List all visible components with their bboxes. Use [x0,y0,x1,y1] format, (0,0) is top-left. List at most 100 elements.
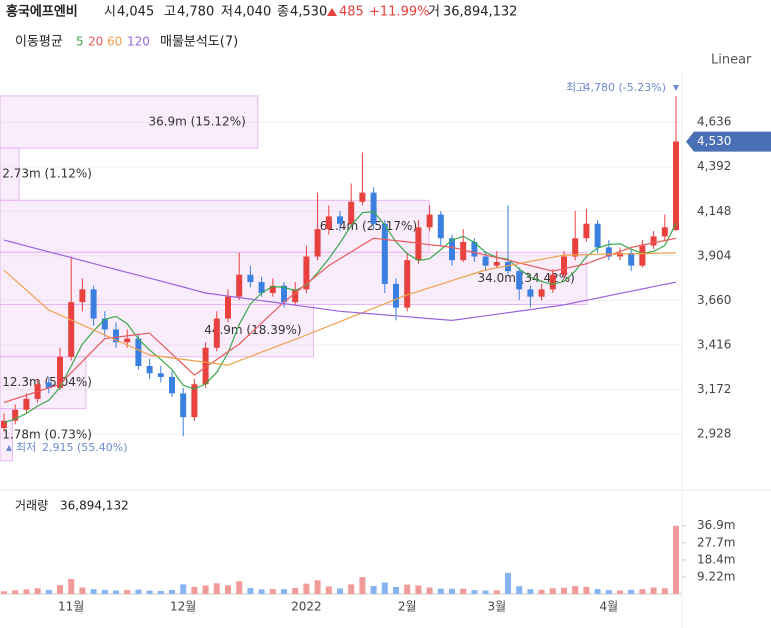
volume-bar [650,587,657,594]
volume-bar [359,577,366,594]
x-tick-label: 3월 [487,600,506,614]
candle-body [325,216,332,230]
volume-total: 36,894,132 [60,499,129,513]
volume-bar [269,589,276,594]
low-value: 4,040 [234,5,271,20]
close-label: 종 [277,5,289,20]
volume-bar [124,590,131,594]
candle-body [594,223,601,248]
change-percent: +11.99% [369,5,429,20]
stock-name: 흥국에프엔비 [6,4,78,20]
candle-body [258,282,265,294]
x-tick-label: 11월 [58,600,84,614]
y-tick-label: 2,928 [697,426,731,440]
volume-bar [57,585,63,594]
candle-body [437,214,444,239]
legend-entry: 20 [88,35,103,49]
profile-band [0,304,315,358]
volume-bar [415,585,422,594]
profile-band [0,199,430,253]
open-label: 시 [104,5,116,20]
volume-bar [594,589,601,594]
candle-body [516,271,523,290]
candle-body [269,285,276,294]
candle-body [314,229,321,257]
volume-bar [23,589,30,594]
x-tick-label: 2월 [398,600,417,614]
candle-body [12,409,19,421]
high-label: 최고 [566,81,586,94]
candle-body [538,289,545,297]
y-tick-label: 4,392 [697,159,731,173]
volume-bar [45,589,52,594]
candle-body [527,289,534,297]
up-arrow [327,8,337,16]
candle-body [169,376,175,394]
change-value: 485 [339,5,364,20]
legend-entry: 120 [127,35,150,49]
candle-body [146,365,153,374]
candle-body [493,261,500,266]
high-value: 4,780 [177,5,214,20]
volume-bar [101,589,108,594]
volume-bar [437,588,444,594]
volume-title: 거래량 [15,499,48,513]
y-tick-label: 3,660 [697,293,731,307]
volume-bar [146,590,153,594]
volume-bar [303,583,310,594]
y-tick-label: 3,416 [697,337,731,351]
volume-bar [348,584,355,594]
high-value-label: 4,780 (-5.23%) [584,81,666,94]
volume-tick-label: 27.7m [697,535,735,549]
moving-average [3,210,677,424]
volume-bar [426,587,433,594]
x-tick-label: 2022 [291,600,322,614]
candle-body [673,141,679,231]
y-tick-label: 4,636 [697,115,731,129]
volume-bar [258,589,265,594]
low-label: 최저 [16,441,36,454]
moving-average [3,252,677,366]
candle-body [281,285,287,303]
volume-bar [34,588,41,594]
volume-bar [639,589,646,594]
volume-bar [292,587,299,594]
profile-band [0,95,259,149]
profile-title[interactable]: 매물분석도(7) [160,35,238,50]
volume-bar [572,586,579,594]
y-tick-label: 3,904 [697,248,731,262]
volume-tick-label: 9.22m [697,569,735,583]
volume-bar [628,589,635,594]
candle-body [482,256,489,266]
volume-bar [325,586,332,594]
volume-bar [549,588,556,594]
candle-body [628,252,635,266]
volume-bar [281,589,287,594]
volume-bar [516,586,523,594]
candle-body [426,214,433,228]
volume-bar [460,588,467,594]
candle-body [236,274,243,297]
close-value: 4,530 [290,5,327,20]
y-tick-label: 3,172 [697,382,731,396]
volume-bar [527,589,534,594]
scale-mode[interactable]: Linear [711,53,752,68]
volume-bar [113,590,119,594]
moving-average [3,239,677,322]
volume-bar [236,581,243,594]
candle-body [180,393,187,418]
legend-title: 이동평균 [15,35,63,50]
volume-bar [180,584,187,594]
volume-bar [381,582,388,594]
volume-bar [135,589,142,594]
candle-body [583,223,590,239]
volume-bar [482,590,489,594]
moving-average [3,237,677,404]
candle-body [79,289,86,303]
candle-body [348,201,355,224]
candle-body [505,261,511,272]
candle-body [191,384,198,418]
candle-body [90,289,97,319]
volume-bar [493,590,500,594]
volume-bar [68,579,75,594]
